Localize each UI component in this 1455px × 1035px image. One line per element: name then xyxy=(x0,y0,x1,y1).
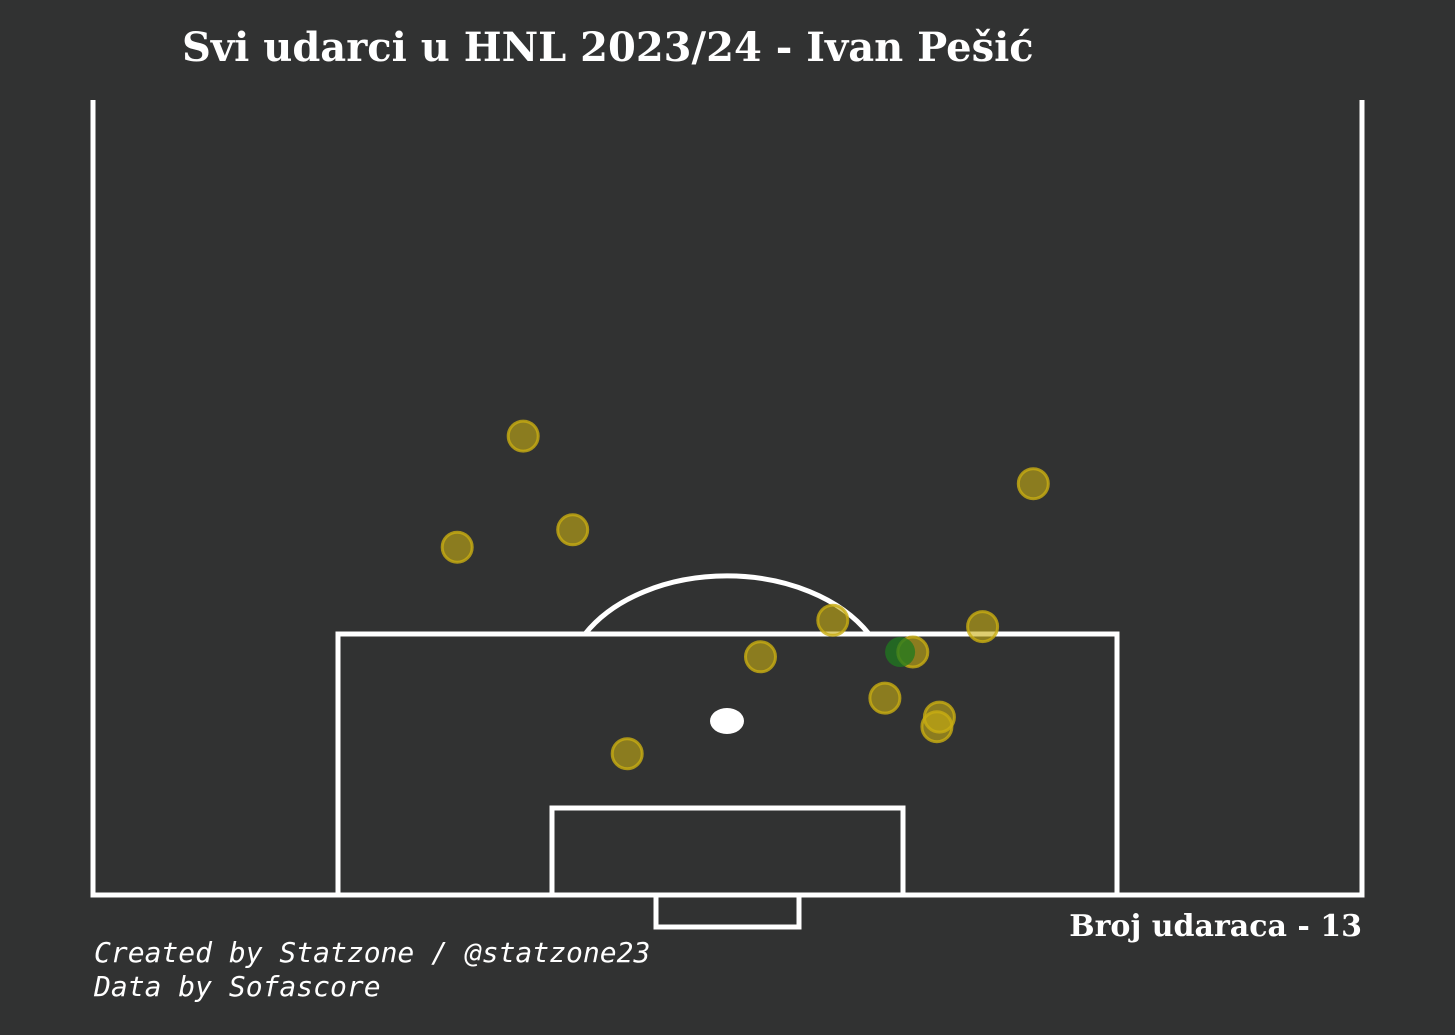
credit-created-by: Created by Statzone / @statzone23 xyxy=(94,936,651,969)
shot-marker-3 xyxy=(440,530,474,564)
goal-area xyxy=(549,805,906,898)
shot-marker-12 xyxy=(610,737,644,771)
goal-marker-1 xyxy=(885,637,916,667)
shot-marker-8 xyxy=(744,640,777,674)
credit-data-source: Data by Sofascore xyxy=(94,970,381,1003)
shot-marker-5 xyxy=(816,603,850,637)
shot-marker-4 xyxy=(1016,467,1050,501)
pitch-outline xyxy=(90,100,1365,898)
shot-marker-1 xyxy=(506,419,540,453)
shot-marker-6 xyxy=(966,610,1000,644)
shot-marker-9 xyxy=(868,681,902,715)
shot-marker-2 xyxy=(556,513,590,547)
goal xyxy=(653,892,802,930)
penalty-area xyxy=(335,631,1120,898)
chart-title: Svi udarci u HNL 2023/24 - Ivan Pešić xyxy=(182,24,1034,71)
shot-marker-11 xyxy=(920,710,954,744)
penalty-spot xyxy=(710,708,744,734)
shot-count-label: Broj udaraca - 13 xyxy=(1069,909,1362,944)
shots-layer xyxy=(440,419,1050,771)
